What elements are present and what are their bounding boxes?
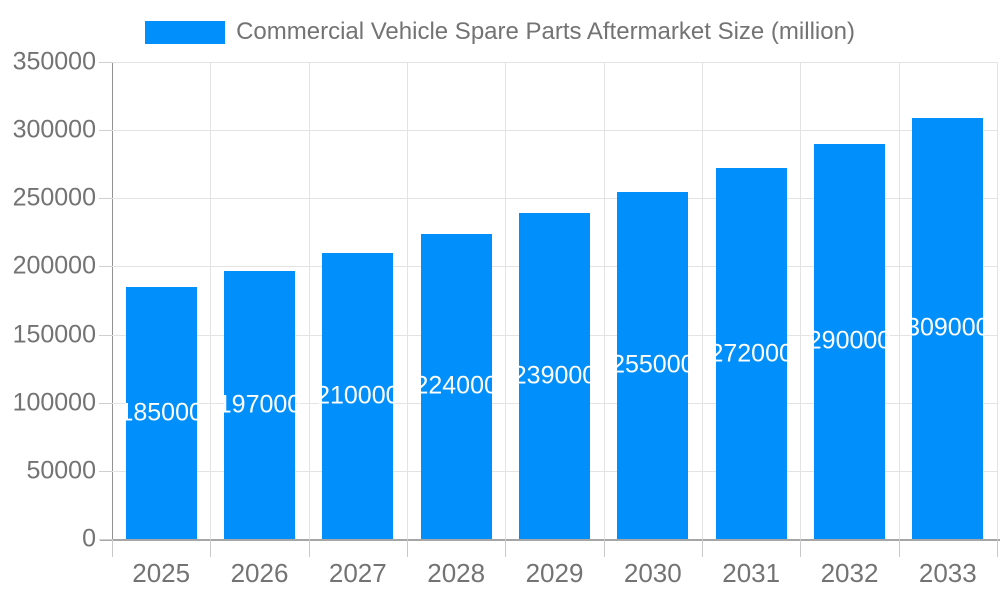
bar-value-label: 272000 — [709, 339, 793, 368]
x-axis-tick — [702, 539, 703, 557]
x-axis-tick-label: 2025 — [132, 558, 191, 588]
bar-value-label: 309000 — [906, 313, 990, 342]
x-axis-tick-label: 2027 — [328, 558, 387, 588]
y-axis-tick-label: 350000 — [12, 47, 96, 76]
bar-value-label: 185000 — [119, 398, 203, 427]
bar[interactable] — [912, 117, 984, 539]
y-axis-tick-label: 50000 — [26, 456, 96, 485]
gridline-vertical — [210, 62, 212, 539]
x-axis-tick-label: 2028 — [427, 558, 486, 588]
x-axis — [100, 539, 1000, 541]
x-axis-tick-label: 2032 — [820, 558, 879, 588]
bar[interactable] — [617, 191, 689, 539]
x-axis-tick — [210, 539, 212, 557]
x-axis-tick — [505, 539, 507, 557]
gridline-vertical — [702, 62, 703, 539]
x-axis-tick — [407, 539, 408, 557]
gridline-vertical — [308, 62, 310, 539]
gridline-vertical — [800, 62, 802, 539]
y-axis-tick — [99, 266, 112, 268]
bar-value-label: 290000 — [807, 326, 892, 355]
y-axis-tick-label: 250000 — [12, 183, 96, 212]
gridline-vertical — [603, 62, 605, 539]
bar-value-label: 239000 — [512, 361, 597, 390]
y-axis — [112, 62, 113, 540]
x-axis-tick-label: 2026 — [230, 558, 289, 588]
x-axis-tick — [112, 539, 113, 557]
gridline-horizontal — [112, 62, 997, 63]
legend: Commercial Vehicle Spare Parts Aftermark… — [0, 18, 1000, 46]
y-axis-tick-label: 150000 — [12, 320, 96, 349]
plot-area: 185000 197000 210000 224000 239000 255000 2720… — [112, 62, 998, 539]
chart-title[interactable]: Commercial Vehicle Spare Parts Aftermark… — [236, 18, 855, 45]
bar-value-label: 197000 — [217, 390, 302, 419]
bar[interactable] — [224, 270, 295, 539]
y-axis-tick — [99, 130, 112, 132]
x-axis-tick-label: 2033 — [918, 558, 977, 588]
y-axis-tick — [99, 62, 112, 63]
y-axis-tick — [99, 470, 112, 472]
x-axis-tick — [997, 539, 998, 557]
y-axis-tick — [99, 334, 112, 336]
bar-value-label: 255000 — [611, 350, 695, 379]
y-axis-tick-label: 300000 — [12, 115, 96, 144]
x-axis-tick — [308, 539, 310, 557]
bar[interactable] — [125, 286, 197, 539]
legend-swatch[interactable] — [145, 20, 226, 44]
y-axis-tick-label: 0 — [82, 524, 96, 553]
bar[interactable] — [420, 233, 492, 539]
bar[interactable] — [519, 213, 590, 539]
x-axis-tick-label: 2029 — [525, 558, 584, 588]
bar[interactable] — [814, 143, 885, 539]
y-axis-tick-label: 100000 — [12, 388, 96, 417]
x-axis-tick-label: 2031 — [722, 558, 781, 588]
gridline-vertical — [407, 62, 408, 539]
bar-value-label: 210000 — [316, 381, 400, 410]
gridline-vertical — [997, 62, 998, 539]
y-axis-tick — [99, 198, 112, 200]
y-axis-tick — [99, 539, 112, 540]
gridline-horizontal — [112, 130, 997, 132]
x-axis-tick — [603, 539, 605, 557]
bar-value-label: 224000 — [414, 371, 498, 400]
x-axis-tick — [898, 539, 900, 557]
x-axis-tick-label: 2030 — [623, 558, 682, 588]
bar[interactable] — [322, 252, 394, 539]
y-axis-tick — [99, 402, 112, 404]
y-axis-tick-label: 200000 — [12, 251, 96, 280]
gridline-horizontal — [112, 198, 997, 200]
x-axis-tick — [800, 539, 802, 557]
gridline-vertical — [898, 62, 900, 539]
gridline-vertical — [505, 62, 507, 539]
bar[interactable] — [715, 168, 787, 539]
